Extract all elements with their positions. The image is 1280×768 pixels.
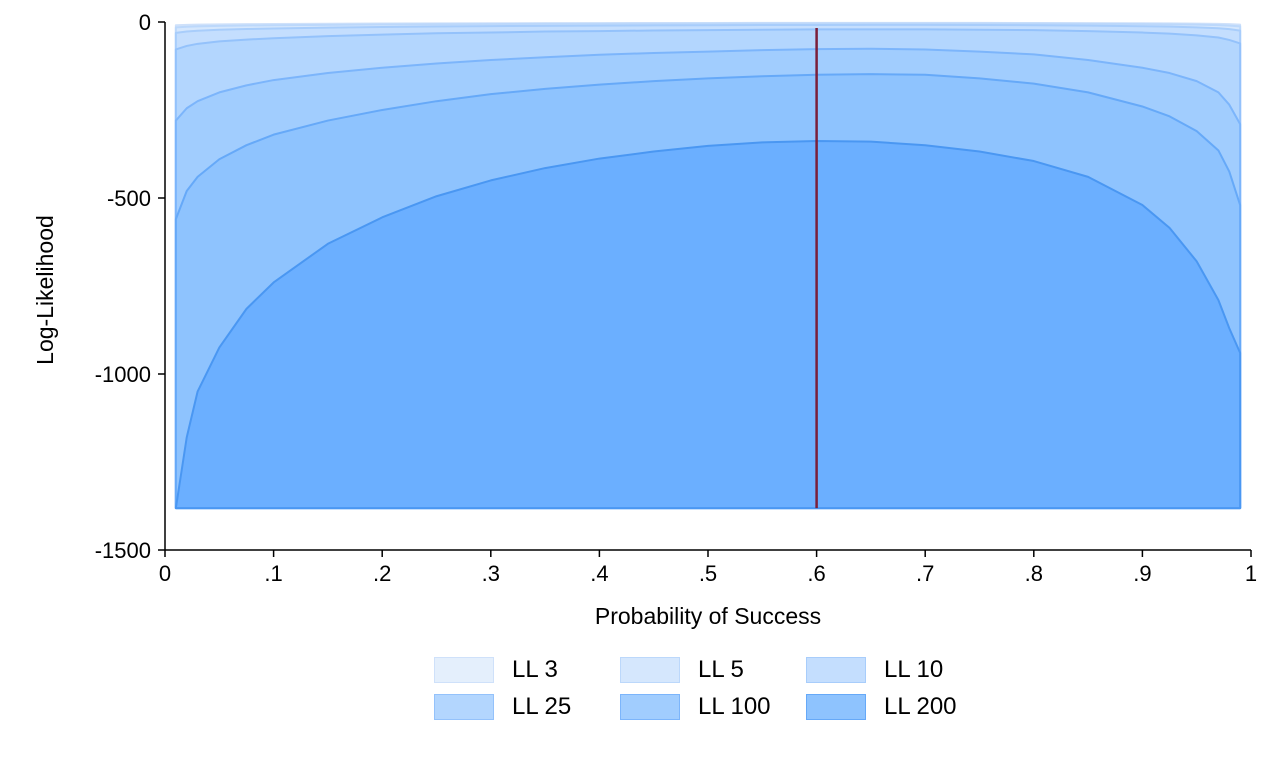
legend-label: LL 3 (512, 656, 558, 683)
legend-item: LL 100 (620, 690, 771, 724)
legend-swatch (620, 657, 680, 683)
x-tick-label: .8 (1025, 561, 1043, 586)
x-tick-label: .2 (373, 561, 391, 586)
legend-swatch (806, 657, 866, 683)
legend-label: LL 10 (884, 656, 944, 683)
y-tick-label: -500 (107, 186, 151, 211)
legend-label: LL 100 (698, 693, 771, 720)
x-tick-label: .6 (807, 561, 825, 586)
area-series-7 (174, 139, 1242, 510)
y-axis-title: Log-Likelihood (32, 215, 58, 365)
y-tick-label: -1000 (95, 362, 151, 387)
legend-swatch (806, 694, 866, 720)
legend-item: LL 5 (620, 653, 744, 687)
x-tick-label: .4 (590, 561, 608, 586)
x-tick-label: .9 (1133, 561, 1151, 586)
x-axis-title: Probability of Success (595, 603, 821, 629)
y-tick-label: -1500 (95, 538, 151, 563)
legend-item: LL 25 (434, 690, 571, 724)
chart-legend: LL 3 LL 5 LL 10 LL 25 LL 100 LL 200 (434, 653, 1034, 729)
axes-group: 0 .1 .2 .3 .4 .5 .6 .7 .8 .9 1 0 -500 -1000 -1500 (95, 10, 1257, 586)
x-tick-label: .1 (264, 561, 282, 586)
legend-label: LL 5 (698, 656, 744, 683)
legend-swatch (620, 694, 680, 720)
x-tick-label: .3 (482, 561, 500, 586)
x-tick-label: 0 (159, 561, 171, 586)
legend-item: LL 200 (806, 690, 957, 724)
legend-label: LL 200 (884, 693, 957, 720)
legend-label: LL 25 (512, 693, 572, 720)
legend-swatch (434, 657, 494, 683)
legend-item: LL 10 (806, 653, 943, 687)
x-tick-label: .7 (916, 561, 934, 586)
legend-item: LL 3 (434, 653, 558, 687)
legend-swatch (434, 694, 494, 720)
area-series-group (174, 21, 1242, 510)
x-tick-label: .5 (699, 561, 717, 586)
x-tick-label: 1 (1245, 561, 1257, 586)
y-tick-label: 0 (139, 10, 151, 35)
